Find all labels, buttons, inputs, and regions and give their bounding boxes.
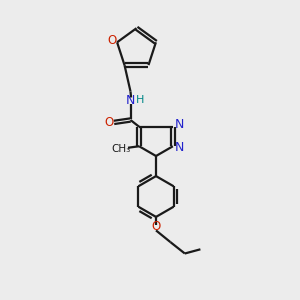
Text: O: O xyxy=(107,34,116,47)
Text: O: O xyxy=(152,220,160,233)
Text: N: N xyxy=(175,118,184,131)
Text: N: N xyxy=(126,94,135,107)
Text: O: O xyxy=(104,116,113,129)
Text: CH₃: CH₃ xyxy=(111,144,130,154)
Text: H: H xyxy=(136,94,144,105)
Text: N: N xyxy=(175,141,184,154)
